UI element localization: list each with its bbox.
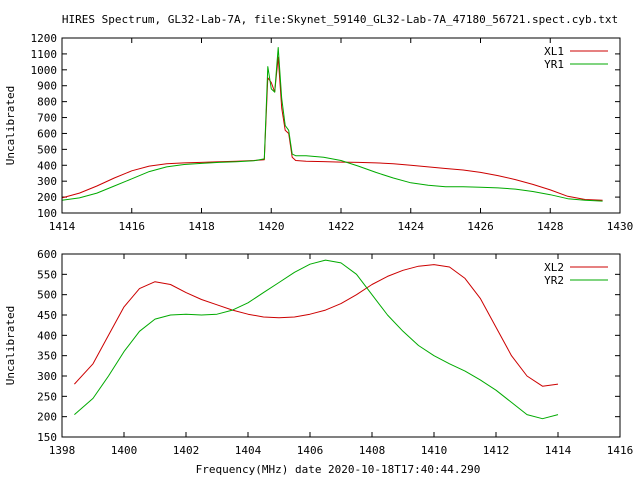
bottom-spectrum-chart: 1398 1400 1402 1404 1406 1408 1410 1412 1414 1416… xyxy=(4,248,633,457)
top-x-tick-label: 1422 xyxy=(328,220,355,233)
top-x-tick-label: 1428 xyxy=(537,220,564,233)
top-plot-frame xyxy=(61,37,621,214)
bottom-series-xl2 xyxy=(74,264,559,387)
top-x-tick-label: 1418 xyxy=(188,220,215,233)
top-series xyxy=(61,47,603,202)
top-legend-label-xl1: XL1 xyxy=(544,45,564,58)
bottom-x-tick-label: 1398 xyxy=(49,444,76,457)
bottom-x-tick-label: 1404 xyxy=(235,444,262,457)
bottom-y-tick-label: 550 xyxy=(37,268,57,281)
bottom-y-tick-label: 300 xyxy=(37,370,57,383)
top-y-tick-label: 1200 xyxy=(31,32,58,45)
figure-title: HIRES Spectrum, GL32-Lab-7A, file:Skynet… xyxy=(62,13,618,26)
top-series-yr1 xyxy=(61,47,603,202)
bottom-x-tick-label: 1410 xyxy=(421,444,448,457)
bottom-legend-label-yr2: YR2 xyxy=(544,274,564,287)
bottom-x-tick-label: 1402 xyxy=(173,444,200,457)
bottom-y-tick-label: 200 xyxy=(37,411,57,424)
top-ticks: 1414 1416 1418 1420 1422 1424 1426 1428 1430 100 2… xyxy=(31,32,634,233)
top-y-tick-label: 1000 xyxy=(31,64,58,77)
bottom-x-tick-label: 1406 xyxy=(297,444,324,457)
bottom-y-tick-label: 500 xyxy=(37,289,57,302)
bottom-x-tick-label: 1412 xyxy=(483,444,510,457)
top-spectrum-chart: 1414 1416 1418 1420 1422 1424 1426 1428 1430 100 2… xyxy=(4,32,633,233)
bottom-y-axis-label: Uncalibrated xyxy=(4,306,17,385)
top-y-axis-label: Uncalibrated xyxy=(4,86,17,165)
top-legend-label-yr1: YR1 xyxy=(544,58,564,71)
bottom-ticks: 1398 1400 1402 1404 1406 1408 1410 1412 1414 1416… xyxy=(37,248,633,457)
top-y-tick-label: 1100 xyxy=(31,48,58,61)
bottom-y-tick-label: 400 xyxy=(37,329,57,342)
bottom-legend-label-xl2: XL2 xyxy=(544,261,564,274)
top-y-tick-label: 600 xyxy=(37,127,57,140)
top-y-tick-label: 400 xyxy=(37,159,57,172)
bottom-x-tick-label: 1400 xyxy=(111,444,138,457)
top-y-tick-label: 200 xyxy=(37,191,57,204)
bottom-y-tick-label: 350 xyxy=(37,350,57,363)
bottom-y-tick-label: 600 xyxy=(37,248,57,261)
top-y-tick-label: 300 xyxy=(37,175,57,188)
bottom-series xyxy=(74,259,559,420)
top-y-tick-label: 900 xyxy=(37,80,57,93)
top-y-tick-label: 100 xyxy=(37,207,57,220)
bottom-y-tick-label: 450 xyxy=(37,309,57,322)
top-y-tick-label: 700 xyxy=(37,112,57,125)
bottom-plot-frame xyxy=(61,253,621,438)
bottom-y-tick-label: 150 xyxy=(37,431,57,444)
top-y-tick-label: 800 xyxy=(37,96,57,109)
bottom-x-tick-label: 1416 xyxy=(607,444,634,457)
top-y-tick-label: 500 xyxy=(37,143,57,156)
x-axis-label: Frequency(MHz) date 2020-10-18T17:40:44.… xyxy=(196,463,481,476)
top-x-tick-label: 1424 xyxy=(398,220,425,233)
top-x-tick-label: 1420 xyxy=(258,220,285,233)
top-x-tick-label: 1414 xyxy=(49,220,76,233)
top-x-tick-label: 1430 xyxy=(607,220,634,233)
bottom-x-tick-label: 1408 xyxy=(359,444,386,457)
bottom-x-tick-label: 1414 xyxy=(545,444,572,457)
top-x-tick-label: 1416 xyxy=(119,220,146,233)
bottom-series-yr2 xyxy=(74,259,559,420)
bottom-y-tick-label: 250 xyxy=(37,390,57,403)
top-x-tick-label: 1426 xyxy=(467,220,494,233)
